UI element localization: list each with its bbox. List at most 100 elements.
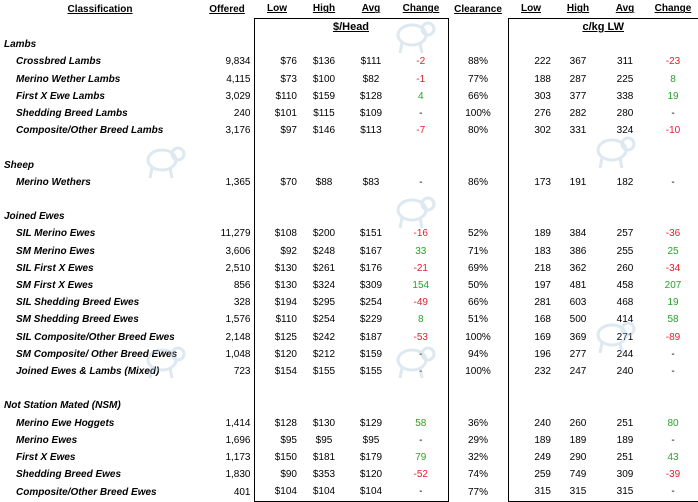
row-offered: 1,830 <box>200 466 255 484</box>
row-change-head: - <box>419 348 423 360</box>
row-classification: Merino Wethers <box>16 176 91 188</box>
row-clearance: 77% <box>447 70 509 88</box>
row-lw-avg: 338 <box>616 90 634 102</box>
row-offered: 11,279 <box>200 225 255 243</box>
row-lw-high: 367 <box>569 56 587 68</box>
empty-cell <box>394 157 448 174</box>
empty-cell <box>602 36 648 53</box>
table-row: Composite/Other Breed Ewes 401 $104 $104 $10… <box>0 483 698 502</box>
row-high-price: $200 <box>312 228 336 240</box>
empty-cell <box>508 208 554 225</box>
row-avg-price: $129 <box>359 417 383 429</box>
row-offered: 3,029 <box>200 87 255 106</box>
row-change-lw: -10 <box>665 125 681 137</box>
row-low-price: $130 <box>274 280 297 292</box>
row-classification: SIL Composite/Other Breed Ewes <box>16 331 175 343</box>
row-clearance: 71% <box>447 242 509 260</box>
row-change-lw: 43 <box>667 452 679 464</box>
row-clearance: 29% <box>447 431 509 450</box>
row-lw-low: 188 <box>534 73 551 85</box>
row-avg-price: $159 <box>359 348 383 360</box>
empty-cell <box>300 36 348 53</box>
empty-cell <box>0 19 200 37</box>
row-lw-high: 749 <box>569 469 587 481</box>
row-lw-high: 260 <box>569 417 587 429</box>
section-header-row: Joined Ewes <box>0 208 698 226</box>
row-lw-low: 281 <box>534 297 551 309</box>
empty-cell <box>602 208 648 225</box>
empty-cell <box>508 380 554 397</box>
row-classification: Composite/Other Breed Ewes <box>16 486 157 498</box>
spacer-row <box>0 191 698 209</box>
row-change-lw: 19 <box>667 90 679 102</box>
row-avg-price: $229 <box>359 314 383 326</box>
row-classification: SM Shedding Breed Ewes <box>16 314 139 326</box>
row-lw-avg: 280 <box>616 108 634 120</box>
row-lw-avg: 251 <box>616 452 634 464</box>
row-high-price: $155 <box>312 366 336 378</box>
row-change-head: 33 <box>415 245 427 257</box>
row-lw-high: 369 <box>569 331 587 343</box>
row-change-head: - <box>419 366 423 378</box>
table-row: SM Composite/ Other Breed Ewes 1,048 $120 $… <box>0 345 698 364</box>
table-row: SIL Merino Ewes 11,279 $108 $200 $151 -16 52% 1… <box>0 225 698 243</box>
empty-cell <box>200 380 255 398</box>
row-avg-price: $176 <box>359 262 383 274</box>
row-change-lw: - <box>671 348 675 360</box>
empty-cell <box>394 191 448 208</box>
row-avg-price: $187 <box>359 331 383 343</box>
table-row: SIL Shedding Breed Ewes 328 $194 $295 $254 -4… <box>0 294 698 312</box>
row-lw-high: 247 <box>569 366 587 378</box>
header-clearance: Clearance <box>454 3 502 15</box>
spacer-row <box>0 139 698 157</box>
empty-cell <box>447 380 509 398</box>
row-lw-avg: 240 <box>616 366 634 378</box>
section-header-row: Sheep <box>0 156 698 174</box>
empty-cell <box>348 157 394 174</box>
row-offered: 9,834 <box>200 53 255 71</box>
row-classification: SIL Merino Ewes <box>16 228 96 240</box>
empty-cell <box>602 191 648 208</box>
header-change: Change <box>402 3 440 15</box>
row-change-head: -21 <box>413 262 428 274</box>
empty-cell <box>348 380 394 397</box>
row-lw-low: 240 <box>534 417 551 429</box>
row-high-price: $254 <box>312 314 336 326</box>
row-lw-high: 287 <box>569 73 587 85</box>
row-classification: Merino Ewes <box>16 434 78 446</box>
empty-cell <box>300 208 348 225</box>
header-classification: Classification <box>67 3 133 15</box>
row-clearance: 32% <box>447 449 509 467</box>
row-lw-low: 196 <box>534 348 551 360</box>
row-change-head: - <box>394 483 448 502</box>
row-avg-price: $95 <box>362 434 380 446</box>
row-avg-price: $128 <box>359 90 383 102</box>
row-low-price: $125 <box>274 331 297 343</box>
row-low-price: $154 <box>274 366 297 378</box>
row-clearance: 88% <box>447 53 509 71</box>
row-low-price: $128 <box>274 417 297 429</box>
empty-cell <box>254 36 300 53</box>
row-low-price: $95 <box>280 434 297 446</box>
row-offered: 856 <box>200 277 255 295</box>
empty-cell <box>648 139 698 156</box>
empty-cell <box>300 157 348 174</box>
row-lw-high: 386 <box>569 245 587 257</box>
empty-cell <box>554 36 602 53</box>
row-change-head: 154 <box>412 280 430 292</box>
table-row: Shedding Breed Lambs 240 $101 $115 $109 - 100%… <box>0 105 698 123</box>
row-offered: 3,606 <box>200 242 255 260</box>
row-offered: 4,115 <box>200 70 255 88</box>
table-row: Shedding Breed Ewes 1,830 $90 $353 $120 -52 74… <box>0 466 698 484</box>
row-lw-high: 191 <box>569 176 587 188</box>
empty-cell <box>348 36 394 53</box>
row-lw-high: 384 <box>569 228 587 240</box>
row-lw-high: 331 <box>569 125 587 137</box>
row-change-lw: - <box>671 366 675 378</box>
row-change-head: -2 <box>416 56 426 68</box>
row-lw-avg: 260 <box>616 262 634 274</box>
row-lw-low: 259 <box>534 469 551 481</box>
empty-cell <box>254 380 300 397</box>
table-row: SM Merino Ewes 3,606 $92 $248 $167 33 71% 183 38… <box>0 242 698 260</box>
